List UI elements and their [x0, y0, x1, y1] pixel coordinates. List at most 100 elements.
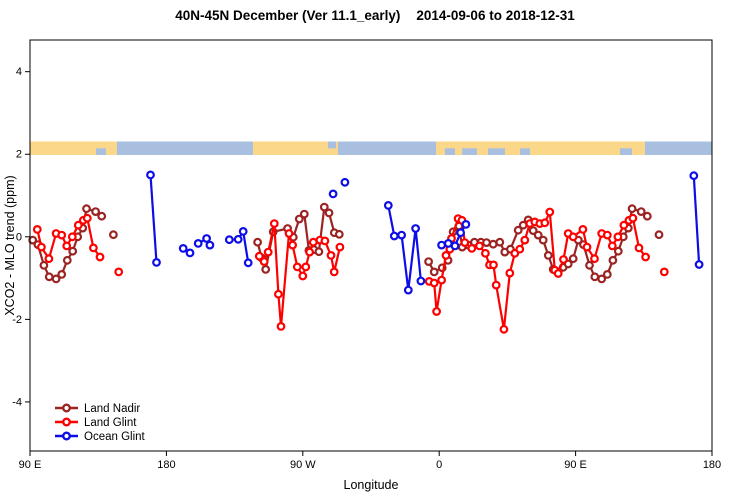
axes: 90 E 180 90 W 0 90 E 180 4 2 0 -2 -4: [12, 66, 721, 471]
data-point: [403, 285, 413, 295]
data-point: [520, 235, 530, 245]
chart-title-dates: 2014-09-06 to 2018-12-31: [416, 8, 575, 23]
data-point: [305, 247, 315, 257]
data-point: [44, 272, 54, 282]
data-point: [495, 237, 505, 247]
data-point: [543, 250, 553, 260]
legend-item-land-nadir: Land Nadir: [55, 403, 140, 415]
data-point: [585, 260, 594, 270]
data-point: [39, 260, 49, 270]
data-point: [328, 189, 338, 199]
data-point: [57, 230, 67, 240]
y-tick-label: -4: [12, 396, 22, 408]
data-point: [320, 236, 330, 246]
legend-label: Ocean Glint: [84, 431, 146, 443]
data-point: [416, 276, 426, 286]
series-line: [387, 205, 422, 291]
land-strip: [30, 141, 117, 155]
data-point: [288, 240, 298, 250]
data-point: [568, 232, 578, 242]
data-point: [475, 241, 484, 251]
great-lakes-fleck: [327, 141, 336, 149]
data-point: [659, 267, 669, 277]
data-point: [254, 251, 264, 261]
data-point: [456, 228, 466, 238]
data-point: [205, 240, 215, 250]
x-tick-label: 90 W: [290, 459, 316, 471]
x-axis-label: Longitude: [344, 478, 399, 492]
inland-sea-fleck: [462, 148, 477, 155]
data-point: [450, 241, 460, 251]
data-point: [44, 254, 54, 264]
data-point: [553, 269, 563, 278]
data-point: [694, 260, 704, 269]
land-strip: [252, 141, 338, 155]
chart-title-main: 40N-45N December (Ver 11.1_early): [175, 8, 401, 23]
series-land-glint: [32, 207, 669, 334]
data-point: [499, 324, 509, 334]
data-point: [613, 232, 623, 242]
land-ocean-band: [30, 141, 712, 155]
data-point: [383, 200, 393, 210]
legend-label: Land Nadir: [84, 403, 140, 415]
data-point: [689, 171, 699, 181]
data-point: [97, 211, 107, 221]
data-point: [146, 170, 155, 180]
inland-sea-fleck: [519, 148, 530, 155]
data-point: [68, 246, 78, 256]
data-point: [57, 270, 67, 279]
data-point: [437, 275, 447, 285]
legend-marker: [62, 431, 72, 441]
data-point: [602, 270, 612, 279]
data-point: [613, 246, 623, 256]
series-ocean-glint: [146, 170, 704, 295]
data-point: [432, 307, 442, 316]
data-point: [411, 224, 421, 233]
data-point: [284, 229, 294, 238]
data-point: [340, 177, 350, 187]
y-tick-label: 2: [16, 149, 22, 161]
data-point: [559, 255, 568, 264]
data-point: [67, 232, 77, 242]
x-tick-label: 90 E: [564, 459, 587, 471]
data-point: [429, 267, 439, 277]
data-point: [88, 243, 98, 253]
data-point: [491, 280, 501, 290]
data-point: [397, 230, 407, 240]
data-point: [51, 274, 61, 284]
data-point: [292, 262, 302, 272]
data-point: [202, 234, 212, 243]
data-point: [424, 257, 434, 267]
data-point: [276, 322, 286, 331]
data-point: [298, 271, 308, 281]
x-tick-label: 0: [436, 459, 442, 471]
data-point: [578, 224, 588, 234]
data-point: [185, 248, 195, 258]
data-point: [642, 211, 652, 221]
y-tick-label: 4: [16, 66, 22, 78]
y-axis-label: XCO2 - MLO trend (ppm): [3, 175, 17, 315]
series-line: [692, 175, 701, 265]
data-point: [590, 254, 599, 264]
data-point: [590, 272, 600, 282]
legend-label: Land Glint: [84, 417, 137, 429]
data-point: [437, 240, 447, 250]
data-point: [654, 230, 664, 240]
legend-item-land-glint: Land Glint: [55, 417, 137, 429]
data-point: [253, 237, 263, 247]
y-tick-label: 0: [16, 231, 22, 243]
inland-sea-fleck: [95, 148, 106, 155]
data-point: [269, 219, 279, 229]
data-point: [224, 235, 234, 245]
legend-item-ocean-glint: Ocean Glint: [55, 431, 146, 443]
data-point: [329, 267, 339, 277]
data-point: [627, 204, 637, 214]
inland-sea-fleck: [620, 148, 632, 155]
x-tick-label: 180: [703, 459, 721, 471]
data-point: [178, 243, 188, 253]
data-point: [467, 243, 477, 253]
plot-frame: [29, 39, 713, 452]
legend-marker: [62, 403, 72, 413]
data-point: [608, 255, 618, 265]
